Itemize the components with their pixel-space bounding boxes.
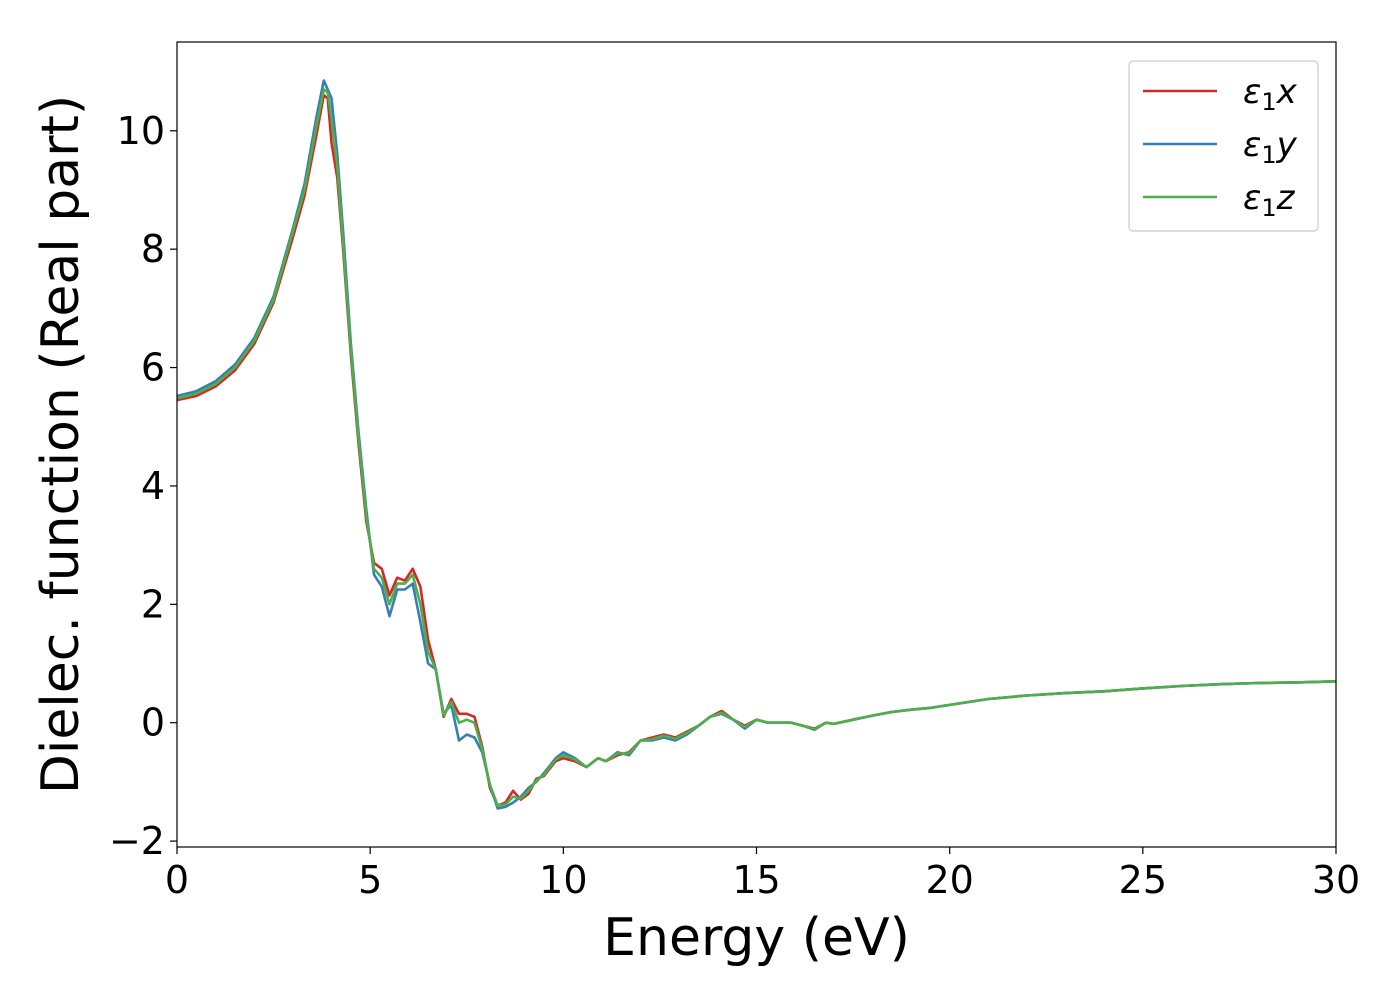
x-tick-label: 20 (925, 858, 973, 902)
y-tick-label: −2 (109, 819, 165, 863)
y-axis-ticks: −2 0 2 4 6 8 10 (109, 109, 177, 863)
x-tick-label: 30 (1312, 858, 1360, 902)
y-axis-title: Dielec. function (Real part) (31, 95, 91, 794)
x-tick-label: 0 (165, 858, 189, 902)
y-tick-label: 10 (117, 109, 165, 153)
x-tick-label: 25 (1119, 858, 1167, 902)
x-tick-label: 5 (358, 858, 382, 902)
x-axis-ticks: 0 5 10 15 20 25 30 (165, 847, 1360, 902)
y-tick-label: 2 (141, 582, 165, 626)
y-tick-label: 4 (141, 464, 165, 508)
x-axis-title: Energy (eV) (603, 908, 910, 968)
y-tick-label: 6 (141, 346, 165, 390)
x-tick-label: 10 (539, 858, 587, 902)
x-tick-label: 15 (732, 858, 780, 902)
y-tick-label: 8 (141, 227, 165, 271)
y-tick-label: 0 (141, 701, 165, 745)
